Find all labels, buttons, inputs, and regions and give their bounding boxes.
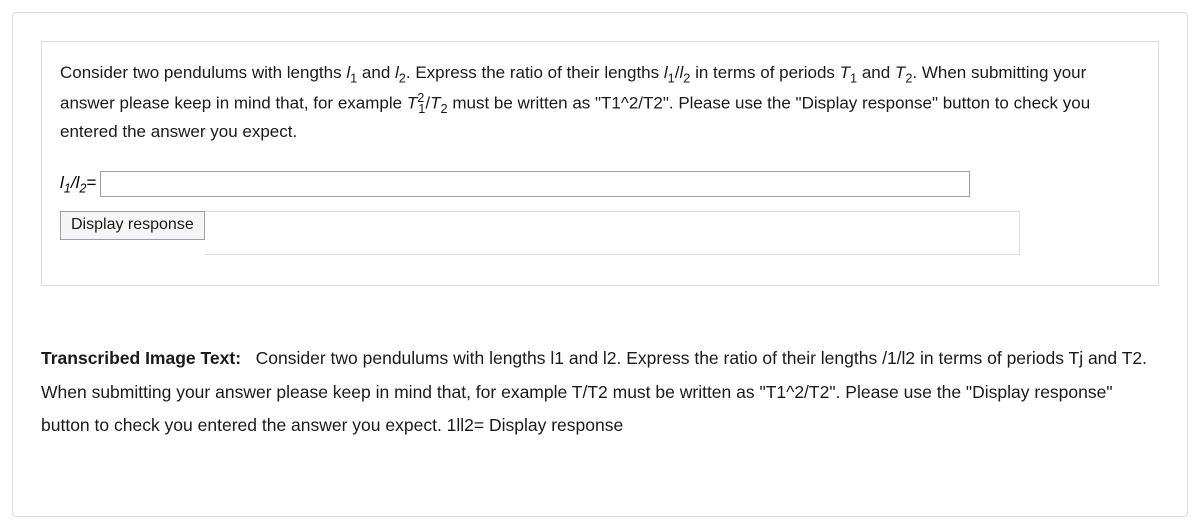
display-response-button[interactable]: Display response	[60, 211, 205, 240]
question-block: Consider two pendulums with lengths l1 a…	[41, 41, 1159, 286]
var-t2: T	[430, 94, 440, 113]
transcribed-label: Transcribed Image Text:	[41, 348, 241, 368]
var-t2: T	[895, 63, 905, 82]
text-fragment: and	[857, 63, 895, 82]
sub-2: 2	[441, 101, 448, 116]
answer-label: l1/l2=	[60, 173, 96, 195]
var-t1: T	[840, 63, 850, 82]
answer-row: l1/l2=	[60, 171, 1140, 197]
answer-input[interactable]	[100, 171, 970, 197]
display-row: Display response	[60, 211, 1140, 255]
sub-1: 1	[64, 180, 71, 195]
question-text: Consider two pendulums with lengths l1 a…	[60, 60, 1140, 145]
var-t: T	[407, 94, 417, 113]
text-fragment: . Express the ratio of their lengths	[406, 63, 664, 82]
text-fragment: in terms of periods	[690, 63, 839, 82]
sub-1: 1	[668, 70, 675, 85]
transcribed-section: Transcribed Image Text: Consider two pen…	[41, 342, 1159, 442]
display-output	[205, 211, 1020, 255]
equals-sign: =	[86, 173, 96, 192]
text-fragment: Consider two pendulums with lengths	[60, 63, 346, 82]
sub-2: 2	[399, 70, 406, 85]
card-container: Consider two pendulums with lengths l1 a…	[12, 12, 1188, 517]
text-fragment: and	[357, 63, 395, 82]
